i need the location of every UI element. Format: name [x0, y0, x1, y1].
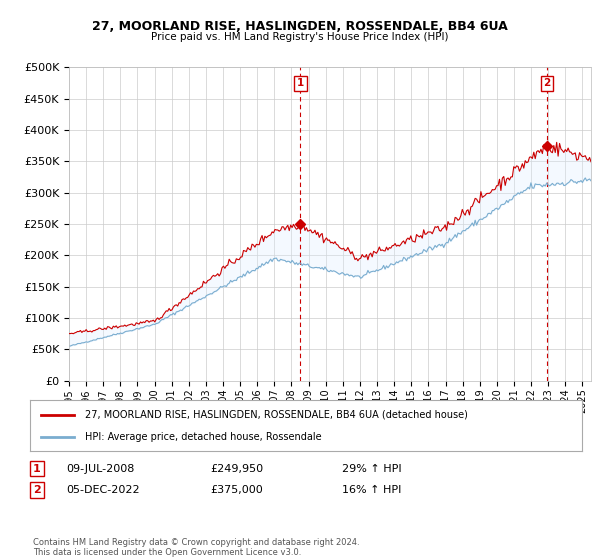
Text: 16% ↑ HPI: 16% ↑ HPI: [342, 485, 401, 495]
Text: 27, MOORLAND RISE, HASLINGDEN, ROSSENDALE, BB4 6UA: 27, MOORLAND RISE, HASLINGDEN, ROSSENDAL…: [92, 20, 508, 32]
Text: 27, MOORLAND RISE, HASLINGDEN, ROSSENDALE, BB4 6UA (detached house): 27, MOORLAND RISE, HASLINGDEN, ROSSENDAL…: [85, 409, 468, 419]
Text: Contains HM Land Registry data © Crown copyright and database right 2024.
This d: Contains HM Land Registry data © Crown c…: [33, 538, 359, 557]
Text: 2: 2: [33, 485, 41, 495]
Text: £249,950: £249,950: [210, 464, 263, 474]
Text: Price paid vs. HM Land Registry's House Price Index (HPI): Price paid vs. HM Land Registry's House …: [151, 32, 449, 43]
Text: 09-JUL-2008: 09-JUL-2008: [66, 464, 134, 474]
Text: HPI: Average price, detached house, Rossendale: HPI: Average price, detached house, Ross…: [85, 432, 322, 442]
Text: £375,000: £375,000: [210, 485, 263, 495]
Text: 05-DEC-2022: 05-DEC-2022: [66, 485, 140, 495]
Text: 1: 1: [297, 78, 304, 88]
Text: 2: 2: [543, 78, 550, 88]
Text: 1: 1: [33, 464, 41, 474]
Text: 29% ↑ HPI: 29% ↑ HPI: [342, 464, 401, 474]
